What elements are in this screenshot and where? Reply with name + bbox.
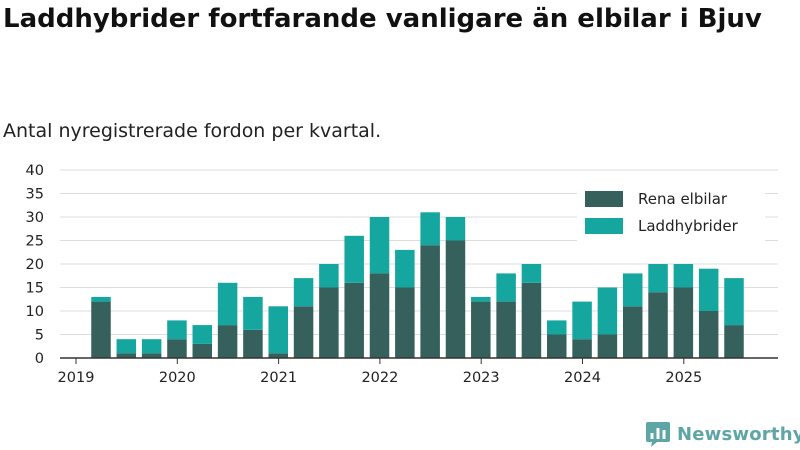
bar-hybrid <box>471 296 491 302</box>
bar-hybrid <box>496 273 516 302</box>
bar-hybrid <box>572 301 592 340</box>
bar-electric <box>217 325 238 358</box>
bar-hybrid <box>192 325 213 344</box>
bar-hybrid <box>141 339 162 354</box>
bar-electric <box>167 339 187 358</box>
bar-electric <box>268 353 288 358</box>
bar-electric <box>496 301 516 358</box>
bar-electric <box>471 301 491 358</box>
bar-hybrid <box>268 306 288 354</box>
y-tick-label: 10 <box>26 304 44 320</box>
chart-subtitle: Antal nyregistrerade fordon per kvartal. <box>3 120 382 142</box>
bar-hybrid <box>116 339 137 354</box>
bar-electric <box>673 287 694 358</box>
chart-title: Laddhybrider fortfarande vanligare än el… <box>3 4 762 34</box>
brand-logo: Newsworthy <box>645 420 800 448</box>
x-tick-label: 2024 <box>564 370 601 386</box>
bar-hybrid <box>91 296 111 302</box>
legend-swatch <box>585 218 623 234</box>
bar-electric <box>445 240 466 358</box>
bar-hybrid <box>521 264 542 283</box>
legend-label: Laddhybrider <box>638 217 739 235</box>
bar-hybrid <box>395 249 415 288</box>
bar-hybrid <box>319 264 339 288</box>
y-tick-label: 30 <box>26 210 44 226</box>
x-tick-label: 2025 <box>665 370 702 386</box>
bar-electric <box>116 353 137 358</box>
x-tick-label: 2023 <box>463 370 500 386</box>
y-tick-label: 35 <box>26 187 44 203</box>
bar-electric <box>141 353 162 358</box>
bar-hybrid <box>420 212 440 246</box>
bar-hybrid <box>648 264 668 293</box>
legend-swatch <box>585 191 623 207</box>
bar-hybrid <box>293 278 314 307</box>
y-tick-label: 20 <box>26 257 44 273</box>
bar-electric <box>521 282 542 358</box>
bar-chart-logo-icon <box>646 422 670 447</box>
bar-hybrid <box>217 282 238 326</box>
y-tick-label: 0 <box>35 351 44 367</box>
legend: Rena elbilar Laddhybrider <box>577 185 765 241</box>
x-tick-label: 2019 <box>58 370 95 386</box>
bar-hybrid <box>597 287 618 335</box>
y-tick-label: 40 <box>26 163 44 179</box>
bar-hybrid <box>547 320 567 335</box>
bar-hybrid <box>673 264 694 288</box>
y-axis-labels: 0 5 10 15 20 25 30 35 40 <box>26 163 44 367</box>
bar-hybrid <box>622 273 643 307</box>
x-tick-label: 2020 <box>159 370 196 386</box>
bar-hybrid <box>344 235 364 283</box>
bar-electric <box>293 306 314 358</box>
bar-electric <box>91 301 111 358</box>
y-tick-label: 25 <box>26 234 44 250</box>
bar-electric <box>648 292 668 358</box>
bar-hybrid <box>445 217 466 241</box>
bar-electric <box>698 311 719 358</box>
bar-hybrid <box>724 278 744 326</box>
bars <box>91 212 744 358</box>
bar-electric <box>395 287 415 358</box>
x-axis: 2019 2020 2021 2022 2023 2024 2025 <box>58 357 778 386</box>
bar-electric <box>243 329 263 358</box>
bar-hybrid <box>243 296 263 330</box>
bar-electric <box>192 343 213 358</box>
bar-hybrid <box>698 268 719 311</box>
bar-hybrid <box>369 217 390 274</box>
bar-electric <box>420 245 440 358</box>
bar-hybrid <box>167 320 187 340</box>
y-tick-label: 15 <box>26 281 44 297</box>
bar-electric <box>344 282 364 358</box>
bar-electric <box>724 325 744 358</box>
legend-label: Rena elbilar <box>638 190 728 208</box>
bar-electric <box>597 334 618 358</box>
x-tick-label: 2022 <box>361 370 398 386</box>
bar-electric <box>547 334 567 358</box>
bar-electric <box>319 287 339 358</box>
brand-name: Newsworthy <box>677 423 800 445</box>
gridlines <box>60 169 778 335</box>
bar-electric <box>622 306 643 358</box>
y-tick-label: 5 <box>35 328 44 344</box>
bar-electric <box>572 339 592 358</box>
x-tick-label: 2021 <box>260 370 297 386</box>
bar-electric <box>369 273 390 358</box>
